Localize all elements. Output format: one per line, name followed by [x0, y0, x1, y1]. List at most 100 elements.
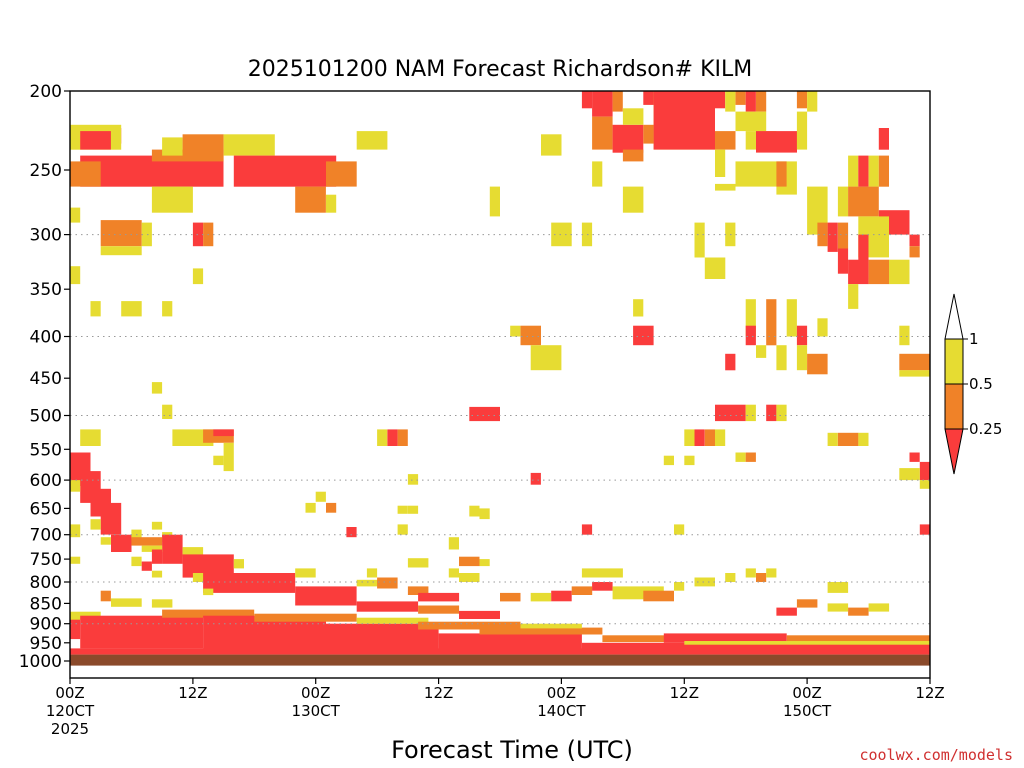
x-tick-label: 12Z: [424, 684, 453, 702]
ri-cell-yellow: [469, 505, 480, 517]
ri-cell-yellow: [151, 382, 163, 394]
ri-cell-red: [858, 155, 869, 187]
ri-cell-orange: [592, 116, 613, 150]
ri-cell-red: [213, 429, 234, 437]
ri-cell-orange: [745, 452, 756, 462]
y-tick-label: 1000: [19, 652, 62, 672]
ri-cell-red: [725, 353, 736, 371]
ri-cell-yellow: [397, 505, 408, 514]
ri-cell-orange: [612, 91, 623, 112]
ri-cell-yellow: [868, 603, 890, 612]
ri-cell-yellow: [70, 480, 81, 492]
colorbar-top-arrow: [944, 293, 964, 340]
ri-cell-orange: [254, 613, 357, 622]
ri-cell-orange: [848, 186, 879, 217]
ri-cell-yellow: [213, 455, 224, 466]
ri-cell-red: [530, 472, 541, 485]
ri-cell-orange: [848, 607, 869, 616]
ri-cell-yellow: [295, 568, 316, 578]
ri-cell-red: [100, 502, 122, 535]
ri-cell-orange: [909, 246, 920, 258]
ri-cell-orange: [756, 91, 767, 112]
ri-cell-yellow: [141, 545, 163, 552]
ri-cell-red: [459, 610, 500, 619]
ri-cell-yellow: [756, 345, 767, 358]
ri-cell-yellow: [530, 592, 552, 602]
ri-cell-ground: [70, 654, 930, 666]
y-tick-label: 750: [30, 550, 62, 570]
x-tick-label: 12Z: [178, 684, 207, 702]
ri-cell-orange: [837, 222, 849, 249]
x-axis-label: Forecast Time (UTC): [391, 736, 633, 764]
ri-cell-yellow: [848, 155, 859, 187]
ri-cell-yellow: [131, 529, 142, 539]
ri-cell-yellow: [889, 259, 910, 285]
ri-cell-orange: [295, 186, 326, 213]
ri-cell-yellow: [70, 207, 81, 223]
ri-cell-yellow: [827, 603, 849, 612]
colorbar-bottom-arrow: [944, 428, 964, 475]
ri-cell-red: [633, 325, 654, 346]
ri-cell-yellow: [725, 91, 736, 112]
ri-cell-yellow: [162, 404, 173, 419]
ri-cell-yellow: [407, 505, 419, 514]
ri-cell-yellow: [510, 325, 521, 337]
ri-cell-yellow: [366, 568, 378, 578]
ri-cell-yellow: [530, 345, 562, 371]
plot-frame: [69, 90, 931, 679]
x-tick-label: 130CT: [292, 702, 341, 720]
ri-cell-yellow: [151, 570, 163, 578]
ri-cell-orange: [520, 325, 541, 346]
ri-cell-yellow: [131, 556, 142, 567]
colorbar-segment: [944, 383, 964, 430]
x-tick-label: 00Z: [55, 684, 84, 702]
ri-cell-yellow: [111, 598, 142, 607]
x-tick-label: 120CT: [46, 702, 95, 720]
x-tick-label: 140CT: [537, 702, 586, 720]
ri-cell-red: [70, 648, 930, 655]
ri-cell-orange: [162, 609, 255, 618]
ri-cell-yellow: [837, 186, 849, 217]
ri-cell-yellow: [121, 301, 142, 317]
ri-cell-yellow: [622, 108, 644, 125]
ri-cell-orange: [397, 429, 408, 446]
x-tick-label: 00Z: [547, 684, 576, 702]
ri-cell-yellow: [766, 568, 777, 578]
ri-cell-red: [162, 534, 183, 564]
x-tick-label: 00Z: [301, 684, 330, 702]
ri-cell-red: [387, 429, 398, 446]
ri-cell-yellow: [735, 452, 746, 462]
ri-cell-yellow: [745, 568, 756, 578]
ri-cell-yellow: [356, 579, 388, 587]
y-tick-label: 550: [30, 440, 62, 460]
ri-cell-yellow: [90, 301, 101, 317]
ri-cell-orange: [500, 592, 521, 602]
ri-cell-yellow: [899, 325, 910, 346]
ri-cell-yellow: [745, 404, 756, 422]
ri-cell-yellow: [203, 588, 214, 596]
x-tick-label: 12Z: [915, 684, 944, 702]
ri-cell-yellow: [827, 582, 849, 593]
ri-cell-yellow: [899, 468, 920, 481]
ri-cell-yellow: [479, 508, 490, 520]
y-tick-label: 850: [30, 594, 62, 614]
ri-cell-orange: [479, 627, 603, 635]
ri-cell-yellow: [848, 284, 859, 309]
ri-cell-orange: [643, 124, 654, 144]
ri-cell-yellow: [786, 299, 797, 337]
ri-cell-yellow: [151, 599, 173, 608]
ri-cell-red: [663, 633, 787, 643]
ri-cell-orange: [868, 259, 890, 285]
ri-cell-yellow: [817, 318, 828, 337]
ri-cell-yellow: [633, 299, 644, 317]
grid-lines: [70, 234, 930, 625]
ri-cell-orange: [70, 161, 101, 187]
ri-cell-yellow: [489, 186, 500, 217]
ri-cell-red: [151, 549, 163, 564]
ri-cell-yellow: [326, 194, 337, 213]
colorbar-tick-label: 0.5: [969, 375, 993, 393]
ri-cell-yellow: [581, 568, 623, 578]
ri-cell-yellow: [90, 519, 101, 530]
ri-cell-red: [653, 91, 715, 150]
